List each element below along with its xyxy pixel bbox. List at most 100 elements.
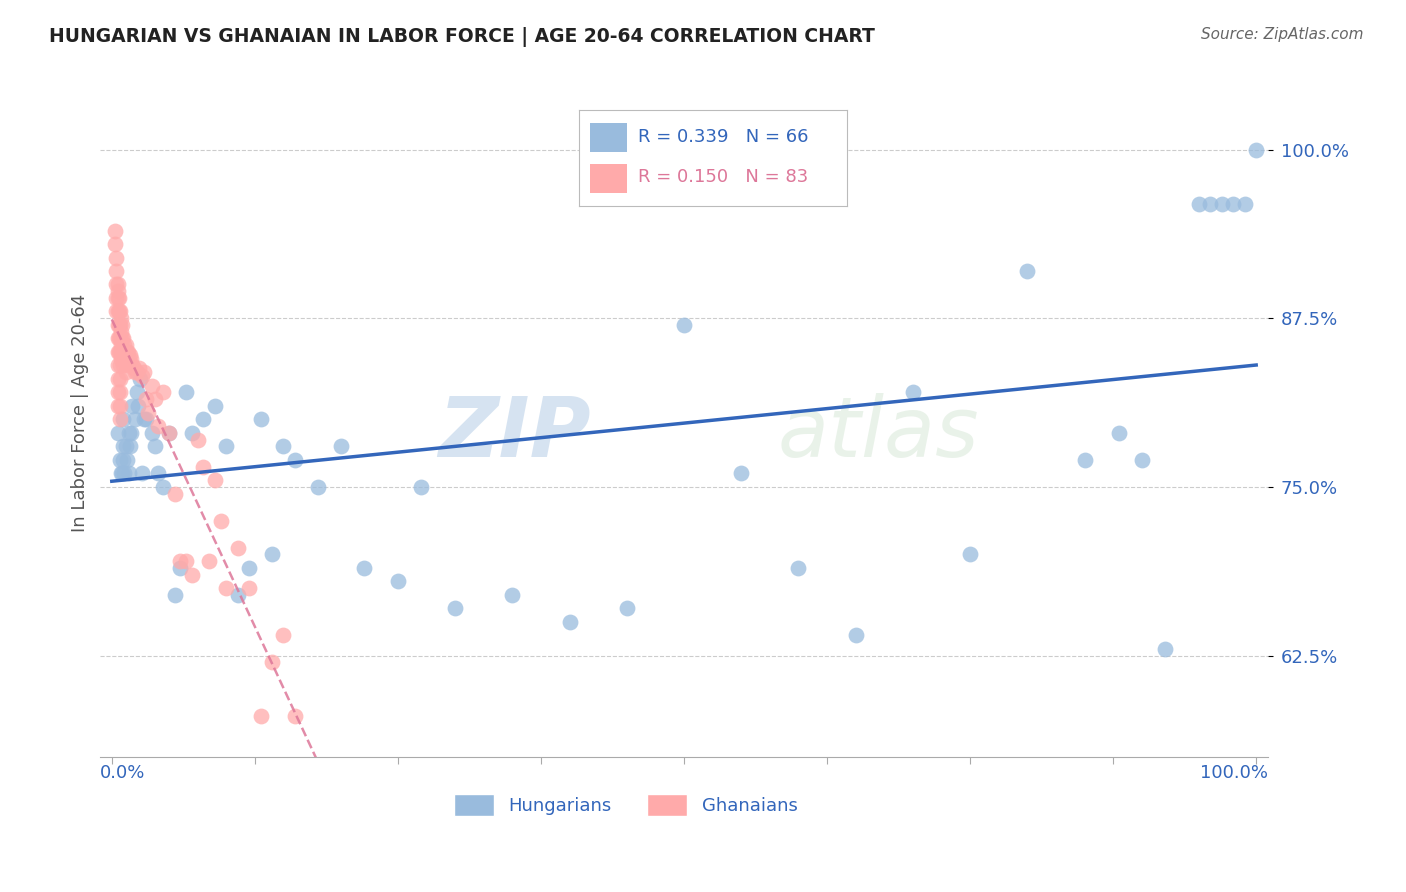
Point <box>672 318 695 332</box>
Point <box>121 359 143 373</box>
Point <box>558 615 581 629</box>
Point <box>157 425 180 440</box>
Point <box>152 385 174 400</box>
Point <box>174 554 197 568</box>
Point <box>124 412 146 426</box>
Point <box>120 351 142 366</box>
Point <box>111 331 134 345</box>
Point <box>387 574 409 589</box>
Point <box>108 318 131 332</box>
Point <box>115 345 138 359</box>
Point <box>104 223 127 237</box>
Point <box>249 412 271 426</box>
Point <box>110 338 132 352</box>
Point <box>114 351 136 366</box>
Point <box>111 345 134 359</box>
Point <box>112 331 135 345</box>
Point <box>307 480 329 494</box>
Point <box>444 601 467 615</box>
Point <box>1222 196 1244 211</box>
Point <box>125 385 148 400</box>
Point <box>249 709 271 723</box>
Point <box>329 440 352 454</box>
Point <box>1130 453 1153 467</box>
Point <box>169 561 191 575</box>
Point <box>107 331 129 345</box>
Point <box>105 277 128 292</box>
Point <box>193 412 215 426</box>
Point <box>135 392 157 407</box>
Point <box>111 318 134 332</box>
Legend: Hungarians, Ghanaians: Hungarians, Ghanaians <box>447 787 804 823</box>
Point <box>108 399 131 413</box>
Point <box>845 628 868 642</box>
Point <box>110 467 132 481</box>
Point <box>107 372 129 386</box>
Point <box>107 359 129 373</box>
Point <box>108 359 131 373</box>
Point <box>104 237 127 252</box>
Point <box>273 440 295 454</box>
Point <box>1108 425 1130 440</box>
Point <box>107 277 129 292</box>
Point <box>124 365 146 379</box>
Point <box>107 345 129 359</box>
Point <box>193 459 215 474</box>
Point <box>409 480 432 494</box>
Point <box>787 561 810 575</box>
Point <box>180 425 202 440</box>
Point <box>209 514 232 528</box>
Y-axis label: In Labor Force | Age 20-64: In Labor Force | Age 20-64 <box>72 293 89 532</box>
Text: atlas: atlas <box>778 392 979 474</box>
Point <box>107 291 129 305</box>
Point <box>117 345 139 359</box>
Point <box>215 440 238 454</box>
Text: 100.0%: 100.0% <box>1199 764 1268 781</box>
Point <box>127 399 149 413</box>
Point <box>157 425 180 440</box>
Point <box>1073 453 1095 467</box>
Point <box>215 581 238 595</box>
Point <box>112 412 135 426</box>
Point <box>108 385 131 400</box>
Point <box>180 567 202 582</box>
Point <box>616 601 638 615</box>
Point <box>112 467 135 481</box>
Point <box>132 412 155 426</box>
Point <box>107 345 129 359</box>
Point <box>107 385 129 400</box>
Point <box>135 412 157 426</box>
Text: HUNGARIAN VS GHANAIAN IN LABOR FORCE | AGE 20-64 CORRELATION CHART: HUNGARIAN VS GHANAIAN IN LABOR FORCE | A… <box>49 27 875 46</box>
Point <box>105 291 128 305</box>
Point <box>120 425 142 440</box>
Point <box>114 338 136 352</box>
Point <box>122 361 145 376</box>
Point <box>112 345 135 359</box>
Point <box>284 453 307 467</box>
Point <box>129 372 152 386</box>
Point <box>1233 196 1256 211</box>
Point <box>110 351 132 366</box>
Point <box>114 440 136 454</box>
Point <box>112 440 135 454</box>
Point <box>115 359 138 373</box>
Point <box>146 419 169 434</box>
Point <box>114 365 136 379</box>
Point <box>174 385 197 400</box>
Point <box>163 588 186 602</box>
Point <box>163 487 186 501</box>
Point <box>273 628 295 642</box>
Point <box>105 304 128 318</box>
Point <box>108 453 131 467</box>
Point <box>125 365 148 379</box>
Point <box>107 399 129 413</box>
Point <box>141 425 163 440</box>
Point <box>204 399 226 413</box>
Point <box>260 548 283 562</box>
Point <box>1211 196 1233 211</box>
Point <box>141 378 163 392</box>
Text: 0.0%: 0.0% <box>100 764 146 781</box>
Point <box>107 304 129 318</box>
Point <box>152 480 174 494</box>
Point <box>118 425 141 440</box>
